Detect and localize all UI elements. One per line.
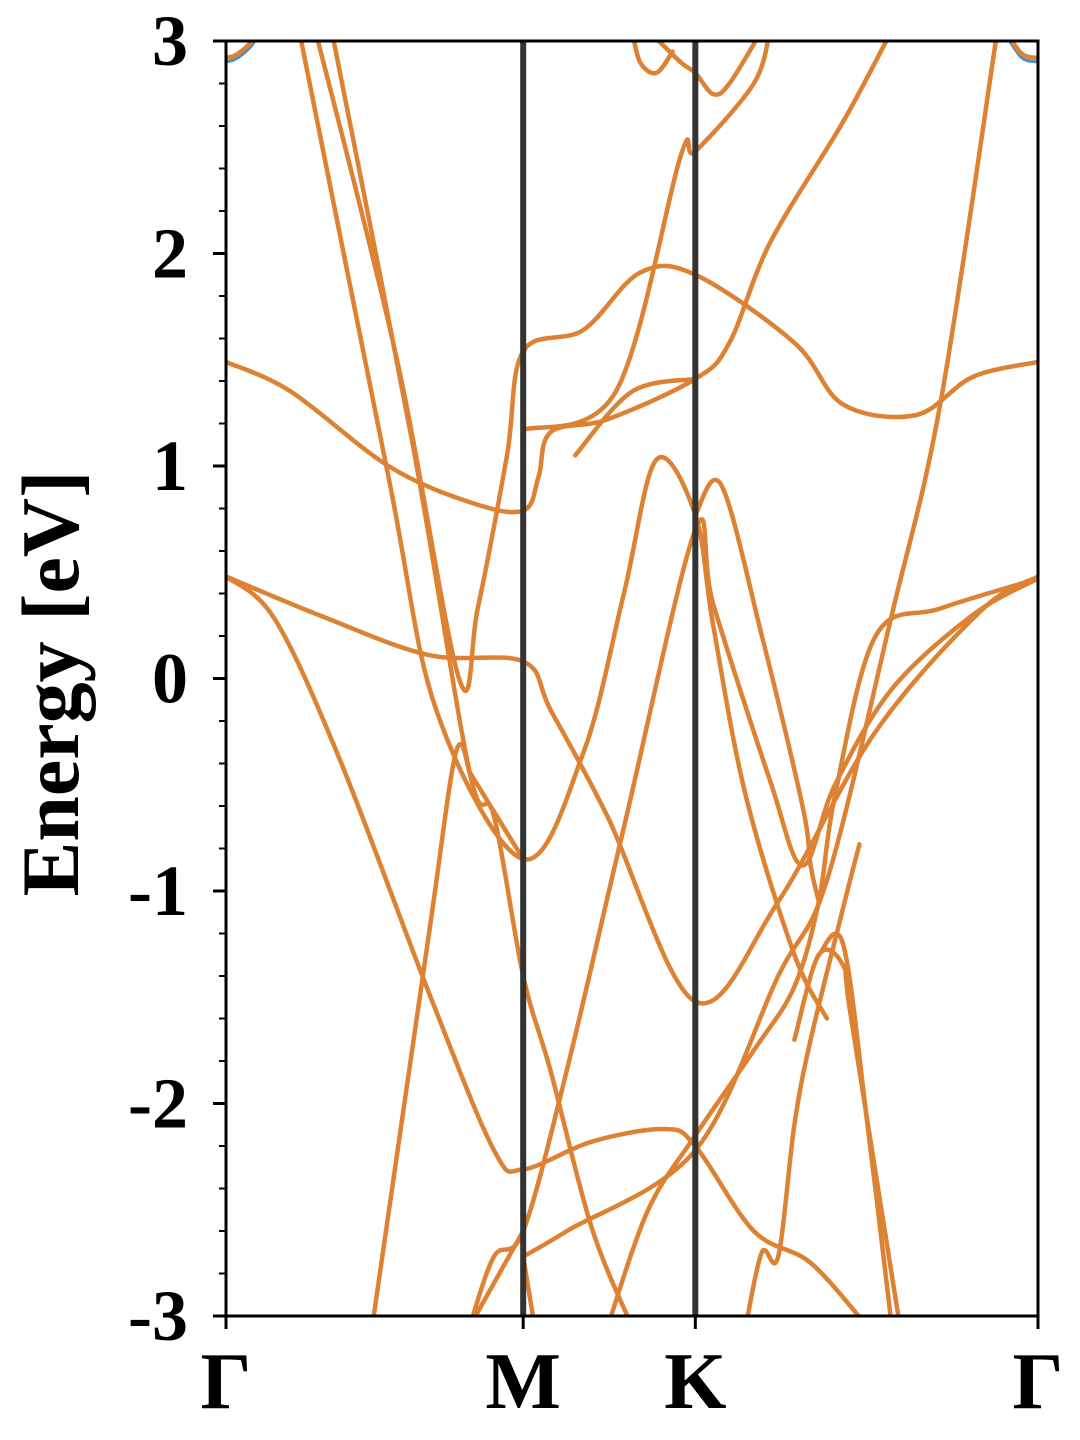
band-line xyxy=(745,842,862,1316)
band-line xyxy=(816,931,893,1316)
band-line xyxy=(1009,41,1038,61)
y-tick-label: -1 xyxy=(128,851,188,931)
y-ticks: -3 -2 -1 0 1 2 3 xyxy=(128,1,226,1356)
band-line xyxy=(792,947,901,1316)
band-line xyxy=(470,517,1038,1316)
y-tick-label: 0 xyxy=(152,639,188,719)
bands-group xyxy=(226,41,1038,1316)
kpoint-label: K xyxy=(664,1338,726,1426)
band-line xyxy=(520,41,999,1259)
band-line xyxy=(472,1228,526,1316)
band-line xyxy=(520,41,771,433)
y-tick-label: 1 xyxy=(152,426,188,506)
band-line xyxy=(467,769,526,862)
band-line xyxy=(298,41,830,1021)
y-tick-label: 3 xyxy=(152,1,188,81)
band-line xyxy=(226,41,889,515)
kpoint-label: Γ xyxy=(201,1338,252,1426)
band-line xyxy=(226,574,862,1316)
band-line xyxy=(655,41,759,97)
y-axis-label: Energy [eV] xyxy=(5,471,96,897)
band-line-alt xyxy=(226,41,257,64)
band-line xyxy=(693,477,822,904)
band-line xyxy=(608,576,1038,1316)
kpoint-label: M xyxy=(485,1338,561,1426)
band-line-alt xyxy=(1007,41,1038,64)
kpoint-label: Γ xyxy=(1013,1338,1064,1426)
y-tick-label: 2 xyxy=(152,214,188,294)
band-line xyxy=(572,376,698,458)
band-line xyxy=(226,41,255,60)
band-line xyxy=(631,41,675,76)
band-line xyxy=(226,574,1038,1006)
y-tick-label: -3 xyxy=(128,1276,188,1356)
band-line xyxy=(371,741,472,1316)
kpoint-dividers xyxy=(520,41,699,1316)
y-tick-label: -2 xyxy=(128,1064,188,1144)
band-line xyxy=(331,41,630,1316)
